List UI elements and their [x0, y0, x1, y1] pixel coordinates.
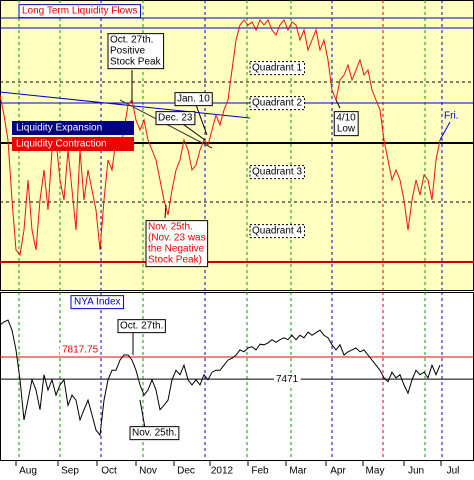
annotation: Quadrant 4 — [249, 224, 305, 239]
label-bg — [274, 373, 301, 385]
x-tick-label: Feb — [251, 466, 269, 477]
x-tick-label: 2012 — [211, 466, 234, 477]
annotation-text: Nov. 25th. — [148, 222, 193, 233]
legend-swatch — [12, 137, 134, 151]
annotation: Nov. 25th. — [129, 426, 180, 441]
annotation-box — [129, 426, 180, 441]
x-tick-label: Dec — [177, 466, 195, 477]
annotation-box — [107, 33, 165, 70]
legend-swatch — [12, 121, 134, 135]
level-label: 7817.75 — [62, 345, 99, 356]
annotation-box — [174, 92, 213, 107]
annotation: Quadrant 1 — [249, 61, 305, 76]
annotation: Quadrant 2 — [249, 96, 305, 111]
annotation: Dec. 23 — [155, 111, 196, 126]
x-tick-label: Nov — [139, 466, 157, 477]
x-tick-label: Aug — [19, 466, 37, 477]
annotation-box — [155, 111, 196, 126]
annotation-text: Quadrant 4 — [252, 226, 302, 237]
x-tick-label: Jun — [408, 466, 424, 477]
annotation-box — [249, 165, 305, 180]
legend-label: Liquidity Expansion — [16, 123, 102, 134]
data-line — [0, 19, 441, 257]
annotation-text: the Negative — [148, 244, 205, 255]
annotation-text: Stock Peak — [110, 57, 162, 68]
annotation-box — [249, 96, 305, 111]
x-tick-label: Apr — [330, 466, 346, 477]
annotation-text: Quadrant 1 — [252, 63, 302, 74]
pointer — [139, 399, 146, 429]
title-box — [70, 295, 125, 310]
chart-title: NYA Index — [74, 297, 121, 308]
annotation-text: Nov. 25th. — [132, 428, 177, 439]
x-tick-label: Sep — [61, 466, 79, 477]
annotation-box — [249, 61, 305, 76]
x-tick-label: May — [366, 466, 385, 477]
annotation-text: Quadrant 3 — [252, 167, 302, 178]
annotation-text: Quadrant 2 — [252, 98, 302, 109]
x-tick-label: Jul — [447, 466, 460, 477]
annotation: Quadrant 3 — [249, 165, 305, 180]
annotation-text: 4/10 — [336, 113, 356, 124]
pointer — [164, 204, 167, 219]
annotation-box — [333, 111, 359, 137]
annotation-text: Stock Peak) — [148, 255, 202, 266]
annotation: Oct. 27th. — [117, 319, 166, 334]
legend-label: Liquidity Contraction — [16, 139, 107, 150]
pointer — [335, 99, 341, 109]
annotation-text: Oct. 27th. — [120, 321, 163, 332]
annotation-text: Oct. 27th. — [110, 35, 153, 46]
level-label: 7471 — [276, 374, 299, 385]
label-bg — [60, 344, 101, 356]
x-tick-label: Oct — [101, 466, 117, 477]
annotation-box — [249, 224, 305, 239]
pointer — [194, 101, 208, 136]
annotation-box — [145, 220, 209, 268]
annotation: Jan. 10 — [174, 92, 213, 107]
annotation-text: Low — [337, 124, 356, 135]
annotation-box — [117, 319, 166, 334]
trend-line — [0, 91, 251, 119]
data-line — [0, 319, 441, 437]
pointer — [439, 121, 451, 141]
annotation-text: Jan. 10 — [177, 94, 210, 105]
annotation-text: Fri. — [444, 111, 458, 122]
title-box — [18, 4, 141, 19]
plot-area — [0, 292, 474, 461]
annotation-text: (Nov. 23 was — [148, 233, 206, 244]
annotation: Fri. — [444, 111, 458, 122]
chart-title: Long Term Liquidity Flows — [22, 6, 137, 17]
annotation-text: Dec. 23 — [158, 113, 193, 124]
x-tick-label: Mar — [289, 466, 307, 477]
annotation-text: Positive — [110, 46, 145, 57]
